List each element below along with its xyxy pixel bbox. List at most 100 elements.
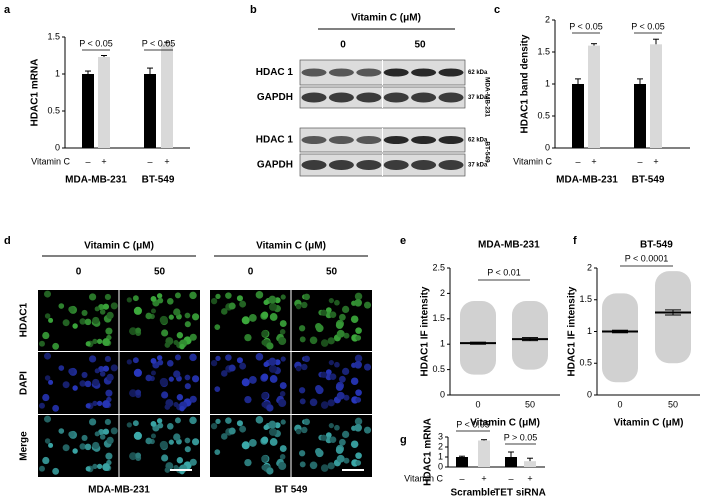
cell bbox=[355, 397, 362, 403]
cell bbox=[268, 364, 277, 373]
cell bbox=[44, 415, 51, 423]
cell bbox=[341, 305, 350, 314]
cell bbox=[92, 463, 98, 469]
cell bbox=[315, 449, 324, 458]
cell bbox=[239, 425, 247, 433]
cell bbox=[81, 309, 88, 316]
y-tick-label: 1 bbox=[545, 78, 550, 88]
cell bbox=[327, 399, 335, 407]
blot-band bbox=[328, 160, 354, 170]
bar bbox=[650, 44, 662, 148]
blot-band bbox=[328, 136, 354, 144]
cell bbox=[269, 438, 278, 446]
protein-label: GAPDH bbox=[257, 160, 293, 171]
treatment-sign: + bbox=[481, 473, 486, 483]
cell bbox=[309, 461, 318, 470]
cell bbox=[135, 327, 142, 334]
cell bbox=[350, 440, 359, 448]
cell bbox=[84, 443, 92, 451]
cell bbox=[215, 355, 221, 362]
cell bbox=[320, 464, 329, 472]
cell bbox=[225, 354, 232, 361]
cell bbox=[161, 454, 169, 462]
blot-band bbox=[411, 92, 437, 103]
cell bbox=[266, 467, 274, 475]
cell bbox=[176, 394, 184, 401]
cell bbox=[184, 321, 191, 328]
cell bbox=[220, 370, 228, 377]
cell bbox=[102, 400, 111, 409]
micrograph-header: Vitamin C (μM) bbox=[84, 241, 154, 252]
cell bbox=[354, 360, 362, 369]
chart-title: BT-549 bbox=[640, 240, 673, 251]
cell bbox=[255, 416, 264, 424]
cell bbox=[215, 293, 221, 300]
cell bbox=[94, 306, 100, 312]
cell bbox=[327, 462, 335, 470]
x-axis-label: Vitamin C (μM) bbox=[470, 418, 540, 429]
cell bbox=[166, 298, 174, 305]
y-axis-label: HDAC1 IF intensity bbox=[567, 286, 578, 376]
cell bbox=[320, 309, 327, 316]
x-axis-label: Vitamin C (μM) bbox=[614, 418, 684, 429]
x-tick-label: 0 bbox=[617, 399, 622, 409]
cell bbox=[354, 417, 363, 426]
cell bbox=[132, 420, 139, 427]
cell bbox=[320, 339, 329, 347]
cell bbox=[191, 375, 200, 383]
cell bbox=[328, 422, 334, 429]
cell bbox=[79, 380, 86, 387]
cell bbox=[92, 441, 100, 450]
cell bbox=[62, 444, 70, 452]
cell bbox=[325, 432, 332, 439]
cell bbox=[72, 385, 78, 391]
blot-band bbox=[438, 136, 464, 144]
cell bbox=[220, 308, 228, 315]
cell bbox=[343, 394, 350, 401]
blot-band bbox=[356, 92, 382, 103]
cell bbox=[279, 320, 287, 328]
cell bbox=[355, 389, 362, 396]
panel-label: e bbox=[400, 235, 406, 247]
cell bbox=[327, 337, 335, 345]
cell bbox=[159, 440, 168, 450]
y-axis-label: HDAC1 band density bbox=[520, 34, 531, 133]
cell bbox=[105, 389, 113, 397]
cell bbox=[106, 311, 114, 320]
p-value: P < 0.05 bbox=[569, 21, 603, 31]
bar bbox=[144, 74, 156, 148]
cell bbox=[301, 426, 308, 434]
cell bbox=[315, 386, 324, 395]
value-spread bbox=[512, 301, 548, 370]
treatment-sign: + bbox=[527, 473, 532, 483]
cell bbox=[355, 335, 362, 341]
cell bbox=[106, 373, 114, 382]
cell bbox=[62, 381, 70, 389]
cell bbox=[236, 420, 243, 427]
bar bbox=[588, 45, 600, 148]
protein-label: HDAC 1 bbox=[256, 135, 294, 146]
cell bbox=[105, 452, 113, 460]
cell bbox=[261, 373, 269, 381]
bar bbox=[82, 74, 94, 148]
cell bbox=[244, 458, 252, 467]
cell bbox=[189, 333, 197, 341]
cell bbox=[189, 353, 197, 362]
blot-band bbox=[383, 160, 409, 170]
cell bbox=[99, 434, 106, 440]
cell bbox=[150, 370, 156, 376]
cell bbox=[110, 364, 118, 372]
cell bbox=[268, 420, 277, 429]
group-label: BT-549 bbox=[632, 175, 665, 186]
blot-band bbox=[301, 136, 327, 144]
cell bbox=[174, 292, 181, 299]
cell bbox=[135, 389, 142, 396]
dose-label: 0 bbox=[248, 267, 254, 278]
cell bbox=[92, 338, 98, 344]
cell bbox=[228, 364, 236, 372]
p-value: P < 0.05 bbox=[456, 419, 490, 429]
cell bbox=[298, 325, 306, 332]
dose-label: 50 bbox=[326, 267, 338, 278]
blot-band bbox=[383, 136, 409, 144]
blot-band bbox=[328, 68, 354, 77]
